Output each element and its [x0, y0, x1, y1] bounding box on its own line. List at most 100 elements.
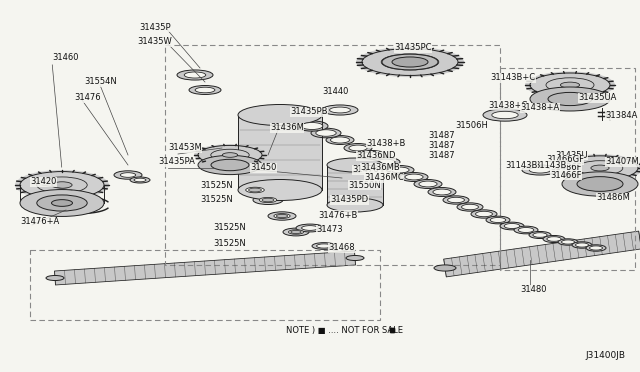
- Ellipse shape: [405, 174, 423, 180]
- Ellipse shape: [301, 122, 323, 129]
- Ellipse shape: [222, 153, 237, 157]
- Text: 31487: 31487: [428, 131, 454, 140]
- Text: 31450: 31450: [250, 164, 276, 173]
- Ellipse shape: [253, 196, 283, 205]
- Ellipse shape: [291, 230, 301, 234]
- Text: 31550N: 31550N: [348, 180, 381, 189]
- Ellipse shape: [377, 159, 395, 165]
- Ellipse shape: [492, 111, 518, 119]
- Ellipse shape: [120, 173, 136, 177]
- Text: 31435P: 31435P: [139, 22, 171, 32]
- Ellipse shape: [483, 109, 527, 121]
- Text: 31506H: 31506H: [455, 121, 488, 129]
- Ellipse shape: [289, 230, 303, 234]
- Ellipse shape: [561, 82, 580, 88]
- Ellipse shape: [428, 187, 456, 196]
- Text: 31466F: 31466F: [550, 170, 582, 180]
- Ellipse shape: [51, 200, 72, 206]
- Ellipse shape: [20, 190, 104, 217]
- Text: 31525N: 31525N: [213, 224, 246, 232]
- Ellipse shape: [239, 185, 271, 195]
- Ellipse shape: [238, 180, 322, 201]
- Text: 31525N: 31525N: [200, 180, 233, 189]
- Text: 31487: 31487: [428, 151, 454, 160]
- Ellipse shape: [268, 212, 296, 220]
- Text: 31143B+C: 31143B+C: [490, 74, 535, 83]
- Text: 31436M: 31436M: [270, 124, 304, 132]
- Ellipse shape: [386, 166, 414, 174]
- Ellipse shape: [130, 177, 150, 183]
- Ellipse shape: [301, 226, 319, 230]
- Ellipse shape: [577, 161, 623, 175]
- Ellipse shape: [184, 72, 206, 78]
- Ellipse shape: [363, 152, 381, 158]
- Text: 31435W: 31435W: [138, 38, 172, 46]
- Ellipse shape: [572, 242, 592, 248]
- Text: 31438+A: 31438+A: [520, 103, 559, 112]
- Polygon shape: [444, 231, 640, 277]
- Ellipse shape: [490, 218, 506, 222]
- Ellipse shape: [433, 189, 451, 195]
- Ellipse shape: [486, 216, 510, 224]
- Text: 31436MC: 31436MC: [364, 173, 404, 183]
- Ellipse shape: [391, 167, 409, 173]
- Text: 31466GF: 31466GF: [546, 155, 584, 164]
- Ellipse shape: [114, 171, 142, 179]
- Ellipse shape: [346, 256, 364, 260]
- Text: 31487: 31487: [428, 141, 454, 150]
- Ellipse shape: [434, 265, 456, 271]
- Text: 31143B: 31143B: [534, 160, 566, 170]
- Ellipse shape: [248, 188, 261, 192]
- Ellipse shape: [322, 105, 358, 115]
- Ellipse shape: [177, 70, 213, 80]
- Ellipse shape: [522, 165, 558, 175]
- Text: 31436ND: 31436ND: [356, 151, 396, 160]
- Text: 31480: 31480: [520, 285, 547, 295]
- Ellipse shape: [358, 151, 386, 160]
- Text: 31435UA: 31435UA: [578, 93, 616, 103]
- Text: 31143B: 31143B: [505, 160, 538, 170]
- Ellipse shape: [36, 195, 87, 211]
- Text: 31384A: 31384A: [605, 110, 637, 119]
- Ellipse shape: [276, 214, 287, 218]
- Ellipse shape: [518, 228, 534, 232]
- Ellipse shape: [471, 210, 497, 218]
- Ellipse shape: [274, 214, 290, 218]
- Ellipse shape: [36, 177, 87, 193]
- Ellipse shape: [317, 244, 332, 248]
- Text: 31476+B: 31476+B: [318, 211, 357, 219]
- Ellipse shape: [262, 198, 274, 202]
- Ellipse shape: [296, 121, 328, 131]
- Text: 31476+A: 31476+A: [20, 218, 60, 227]
- Text: NOTE ) ■ .... NOT FOR SALE: NOTE ) ■ .... NOT FOR SALE: [287, 326, 403, 334]
- Ellipse shape: [561, 240, 575, 244]
- Ellipse shape: [134, 178, 146, 182]
- Ellipse shape: [349, 145, 367, 151]
- Ellipse shape: [326, 135, 354, 144]
- Ellipse shape: [211, 149, 249, 161]
- Ellipse shape: [399, 59, 422, 65]
- Ellipse shape: [546, 78, 594, 92]
- Ellipse shape: [211, 159, 249, 171]
- Text: 31453M: 31453M: [168, 144, 202, 153]
- Ellipse shape: [504, 224, 520, 228]
- Ellipse shape: [476, 211, 492, 217]
- Ellipse shape: [189, 86, 221, 94]
- Ellipse shape: [382, 54, 438, 70]
- Ellipse shape: [461, 204, 479, 210]
- Ellipse shape: [195, 87, 215, 93]
- Ellipse shape: [283, 228, 309, 236]
- Text: 31435PA: 31435PA: [158, 157, 195, 167]
- Text: 31468: 31468: [328, 244, 355, 253]
- Ellipse shape: [330, 137, 349, 143]
- Text: 31554N: 31554N: [84, 77, 116, 87]
- Ellipse shape: [586, 245, 606, 251]
- Text: 31486M: 31486M: [596, 193, 630, 202]
- Ellipse shape: [443, 196, 469, 204]
- Text: 31486F: 31486F: [550, 164, 582, 173]
- Ellipse shape: [529, 231, 551, 238]
- Ellipse shape: [327, 158, 383, 172]
- Text: 31460: 31460: [52, 54, 79, 62]
- Ellipse shape: [414, 180, 442, 189]
- Ellipse shape: [457, 203, 483, 211]
